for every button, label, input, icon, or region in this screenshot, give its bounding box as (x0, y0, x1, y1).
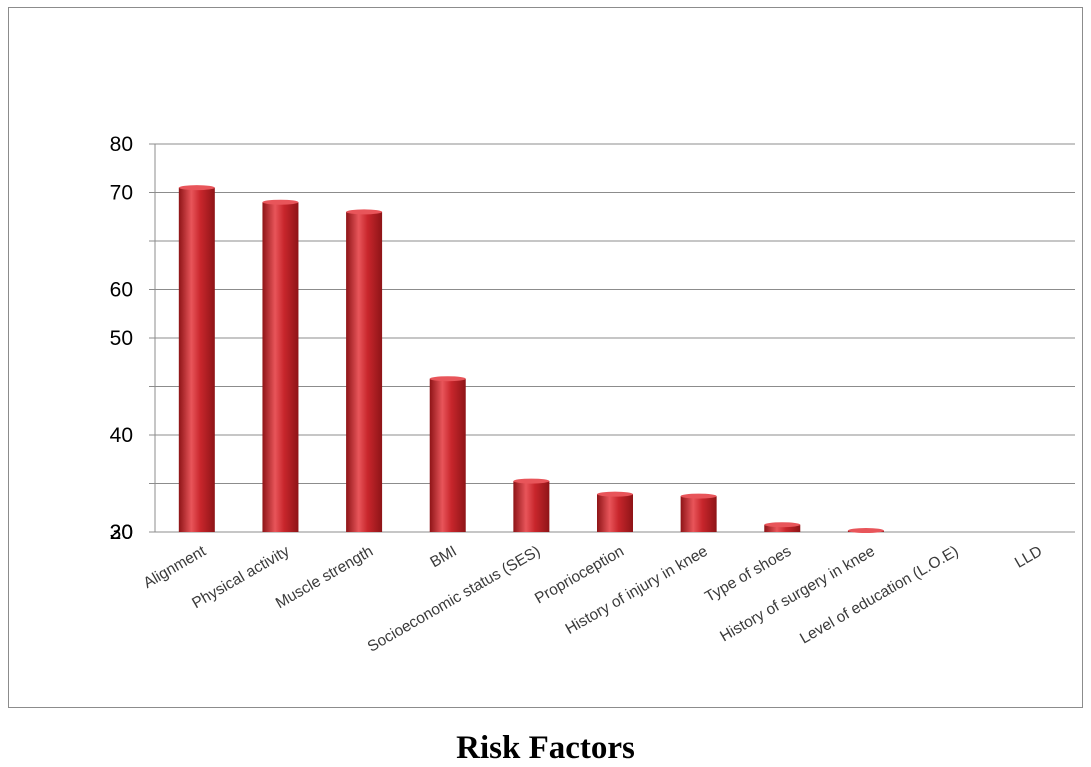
bar-body (178, 187, 215, 532)
x-category-label: History of surgery in knee (717, 543, 878, 646)
bar (346, 209, 383, 532)
bar-body (346, 211, 383, 532)
bar (597, 491, 633, 532)
x-category-label: BMI (427, 543, 459, 572)
bar (680, 493, 717, 532)
y-tick-label-bottom: 20 (110, 521, 133, 544)
bars (178, 185, 884, 534)
bar-cap (680, 493, 717, 499)
bar-cap (429, 376, 466, 382)
y-tick-label: 40 (110, 424, 133, 447)
y-tick-label: 70 (110, 182, 133, 205)
bar-body (429, 378, 466, 532)
bar-cap (178, 185, 215, 191)
bar-body (513, 481, 550, 532)
x-category-label: History of injury in knee (563, 543, 711, 638)
bar-cap (847, 528, 884, 534)
chart-frame: 80 70 60 50 40 30 20 Alignment Physical activit… (8, 7, 1083, 708)
x-category-label: Level of education (L.O.E) (797, 543, 961, 648)
y-tick-label: 80 (110, 133, 133, 156)
bar-cap (262, 199, 299, 205)
x-category-label: Alignment (141, 542, 210, 592)
bar (429, 376, 466, 532)
bar-body (764, 524, 801, 532)
bar-cap (764, 522, 801, 528)
bar (847, 528, 884, 534)
y-tick-label: 50 (110, 327, 133, 350)
chart-caption: Risk Factors (456, 730, 635, 766)
bar-body (680, 496, 717, 532)
bar (262, 199, 299, 532)
bar (513, 478, 550, 532)
bar-cap (513, 478, 550, 484)
bar-body (262, 202, 299, 532)
bar (178, 185, 215, 532)
bar-cap (346, 209, 383, 215)
x-category-label: LLD (1012, 543, 1045, 572)
bar-cap (597, 491, 633, 497)
bar (764, 522, 801, 532)
y-tick-label: 30 (110, 521, 133, 544)
y-tick-label: 60 (110, 279, 133, 302)
bar-body (597, 494, 633, 532)
